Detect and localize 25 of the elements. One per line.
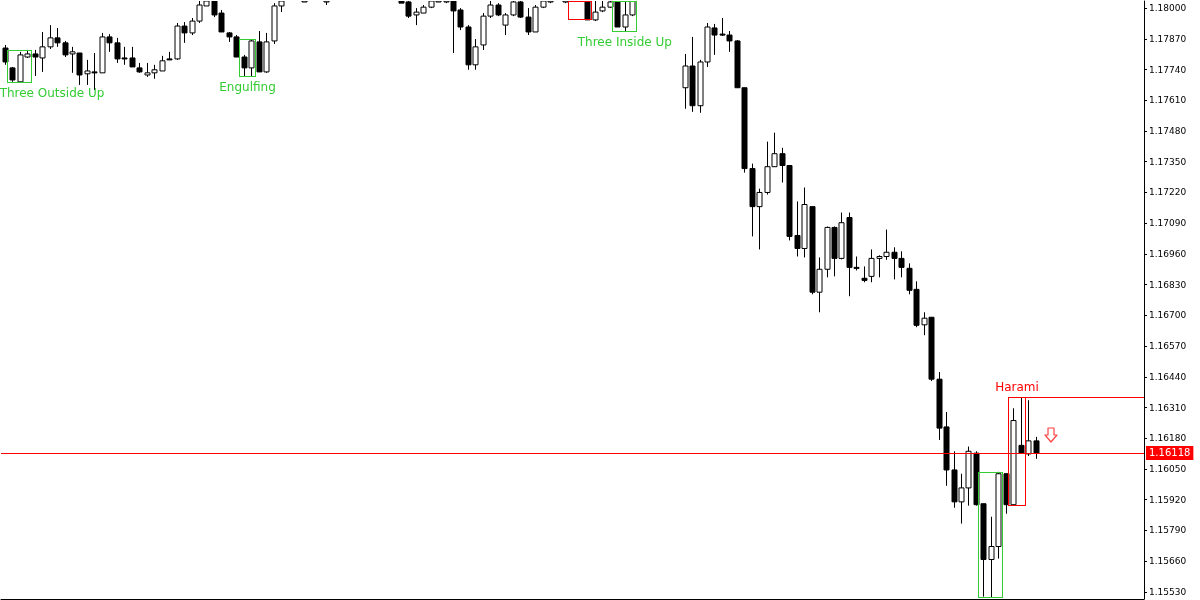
y-tick-label: 1.16180 xyxy=(1149,433,1187,444)
y-tick-label: 1.17090 xyxy=(1149,218,1187,229)
y-tick-label: 1.15660 xyxy=(1149,556,1187,567)
y-tick-label: 1.17220 xyxy=(1149,187,1187,198)
y-tick-label: 1.15920 xyxy=(1149,494,1187,505)
y-tick-label: 1.16960 xyxy=(1149,248,1187,259)
annotation: Harami xyxy=(995,380,1039,395)
y-tick-label: 1.17610 xyxy=(1149,95,1187,106)
y-tick-label: 1.17350 xyxy=(1149,156,1187,167)
y-tick-label: 1.16830 xyxy=(1149,279,1187,290)
y-tick-label: 1.17480 xyxy=(1149,126,1187,136)
y-tick-label: 1.17870 xyxy=(1149,33,1187,44)
y-tick-label: 1.18000 xyxy=(1149,3,1187,14)
ref-line-label: 1.16118 xyxy=(1149,447,1191,459)
y-tick-label: 1.16440 xyxy=(1149,371,1187,382)
y-tick-label: 1.16310 xyxy=(1149,402,1187,413)
annotation: Engulfing xyxy=(219,79,276,94)
y-tick-label: 1.16050 xyxy=(1149,464,1187,474)
y-tick-label: 1.16570 xyxy=(1149,341,1187,352)
y-tick-label: 1.17740 xyxy=(1149,64,1187,75)
y-tick-label: 1.15530 xyxy=(1149,586,1187,597)
y-tick-label: 1.15790 xyxy=(1149,525,1187,536)
annotation: Three Inside Up xyxy=(576,34,672,49)
annotation: Three Outside Up xyxy=(0,85,105,100)
y-tick-label: 1.16700 xyxy=(1149,310,1187,321)
